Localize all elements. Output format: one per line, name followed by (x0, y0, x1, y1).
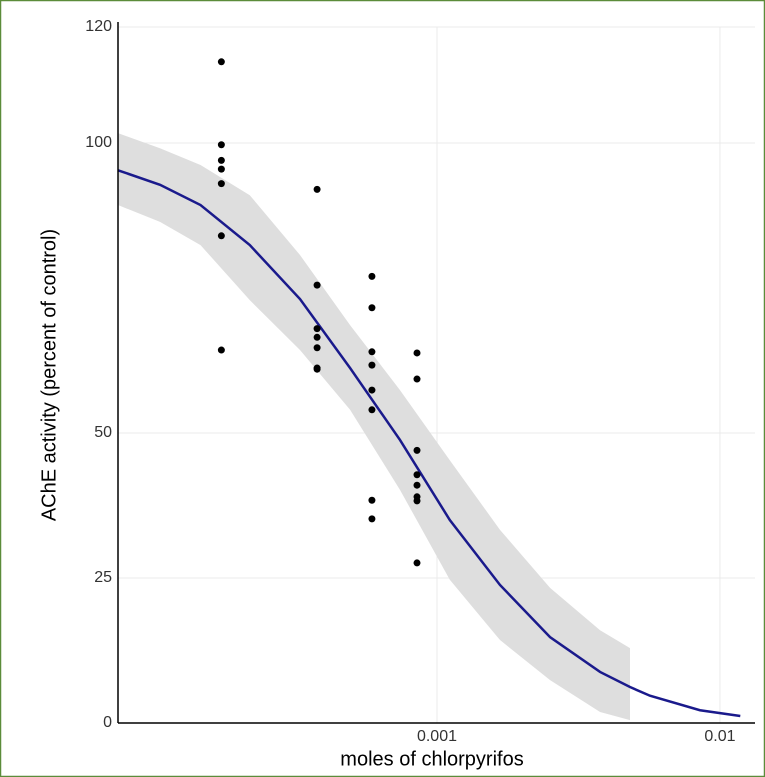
y-tick-label: 25 (94, 569, 112, 586)
y-tick-label: 100 (85, 134, 112, 151)
data-point (368, 304, 376, 312)
data-point (413, 349, 421, 357)
data-point (217, 156, 225, 164)
data-point (368, 348, 376, 356)
data-point (413, 497, 421, 505)
confidence-band (118, 133, 631, 721)
y-tick-label: 0 (103, 714, 112, 731)
data-point (368, 496, 376, 504)
data-point (368, 515, 376, 523)
plot-area: 0 25 50 100 120 0.001 0.01 (85, 18, 755, 745)
data-point (313, 333, 321, 341)
data-point (413, 375, 421, 383)
data-point (368, 361, 376, 369)
data-point (368, 272, 376, 280)
data-point (413, 471, 421, 479)
data-point (413, 446, 421, 454)
data-point (313, 185, 321, 193)
data-point (217, 232, 225, 240)
data-point (313, 325, 321, 333)
data-point (217, 346, 225, 354)
y-tick-label: 50 (94, 424, 112, 441)
data-point (313, 365, 321, 373)
data-point (413, 559, 421, 567)
y-axis-label: AChE activity (percent of control) (38, 229, 60, 521)
x-tick-label: 0.001 (417, 728, 457, 745)
x-tick-label: 0.01 (704, 728, 735, 745)
data-point (368, 386, 376, 394)
data-point (217, 180, 225, 188)
data-point (313, 344, 321, 352)
data-point (313, 281, 321, 289)
data-point (217, 165, 225, 173)
data-point (217, 58, 225, 66)
x-axis-label: moles of chlorpyrifos (340, 748, 523, 770)
data-point (217, 141, 225, 149)
data-point (413, 481, 421, 489)
data-point (368, 406, 376, 414)
fit-line (117, 169, 741, 718)
y-tick-label: 120 (85, 18, 112, 35)
